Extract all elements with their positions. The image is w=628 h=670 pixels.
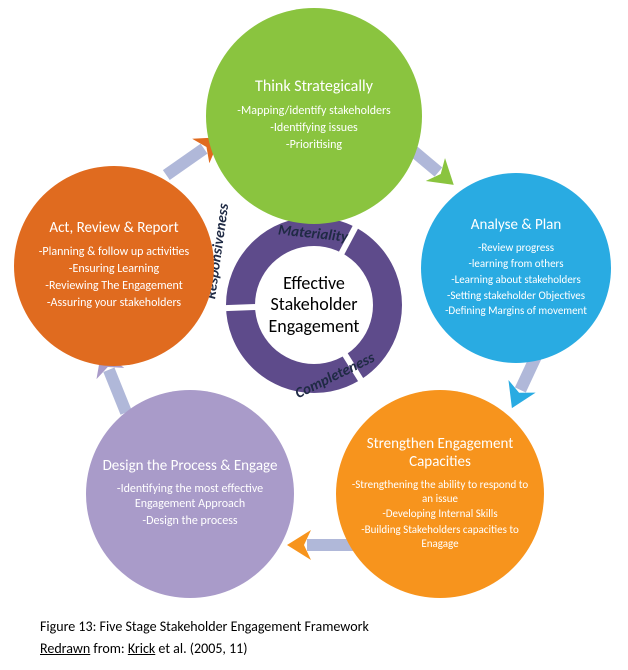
node-item: -Assuring your stakeholders <box>47 296 181 311</box>
figure-caption-line1: Figure 13: Five Stage Stakeholder Engage… <box>40 618 369 635</box>
node-title: Think Strategically <box>255 78 373 96</box>
node-item: -Building Stakeholders capacities to Ena… <box>346 523 534 551</box>
node-item: -Review progress <box>478 241 554 255</box>
node-item: -Defining Margins of movement <box>445 304 587 318</box>
node-item: -Identifying issues <box>270 121 358 136</box>
node-act-review-report: Act, Review & Report -Planning & follow … <box>14 166 214 366</box>
node-item: -Planning & follow up activities <box>39 245 189 260</box>
node-analyse-plan: Analyse & Plan -Review progress -learnin… <box>421 173 611 363</box>
node-title: Act, Review & Report <box>49 220 178 237</box>
center-hub: Effective Stakeholder Engagement <box>255 246 373 364</box>
caption-underline-krick: Krick <box>128 640 155 657</box>
node-title: Analyse & Plan <box>471 217 561 234</box>
node-item: -Ensuring Learning <box>69 262 159 277</box>
node-item: -Setting stakeholder Objectives <box>447 289 585 303</box>
figure-caption-line2: Redrawn from: Krick et al. (2005, 11) <box>40 640 248 657</box>
node-design-process: Design the Process & Engage -Identifying… <box>86 390 294 598</box>
node-item: -Identifying the most effective Engageme… <box>96 482 284 512</box>
node-title: Strengthen Engagement Capacities <box>346 436 534 471</box>
arrow-strengthen-to-design <box>283 530 353 560</box>
caption-suffix: et al. (2005, 11) <box>155 640 247 657</box>
center-hub-label: Effective Stakeholder Engagement <box>255 273 373 338</box>
node-item: -Mapping/identify stakeholders <box>237 104 390 119</box>
node-item: -Prioritising <box>286 138 342 153</box>
node-item: -learning from others <box>469 257 564 271</box>
node-item: -Developing Internal Skills <box>382 507 497 521</box>
caption-underline-redrawn: Redrawn <box>40 640 90 657</box>
node-strengthen-capacities: Strengthen Engagement Capacities -Streng… <box>336 390 544 598</box>
node-item: -Reviewing The Engagement <box>45 279 182 294</box>
node-item: -Learning about stakeholders <box>451 273 581 287</box>
node-item: -Design the process <box>142 514 237 529</box>
node-item: -Strengthening the ability to respond to… <box>346 478 534 506</box>
node-think-strategically: Think Strategically -Mapping/identify st… <box>206 8 422 224</box>
caption-mid: from: <box>90 640 128 657</box>
node-title: Design the Process & Engage <box>103 458 278 475</box>
